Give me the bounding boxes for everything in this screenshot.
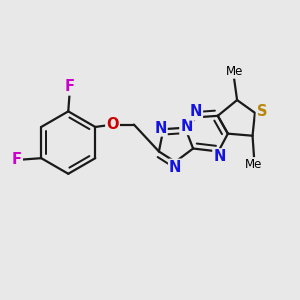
Text: Me: Me — [245, 158, 263, 171]
Text: N: N — [154, 121, 167, 136]
Text: N: N — [190, 104, 202, 119]
Text: N: N — [169, 160, 182, 175]
Text: O: O — [106, 117, 119, 132]
Text: Me: Me — [225, 65, 243, 78]
Text: S: S — [257, 104, 267, 119]
Text: N: N — [213, 149, 226, 164]
Text: N: N — [180, 119, 193, 134]
Text: F: F — [65, 80, 75, 94]
Text: F: F — [12, 152, 22, 167]
